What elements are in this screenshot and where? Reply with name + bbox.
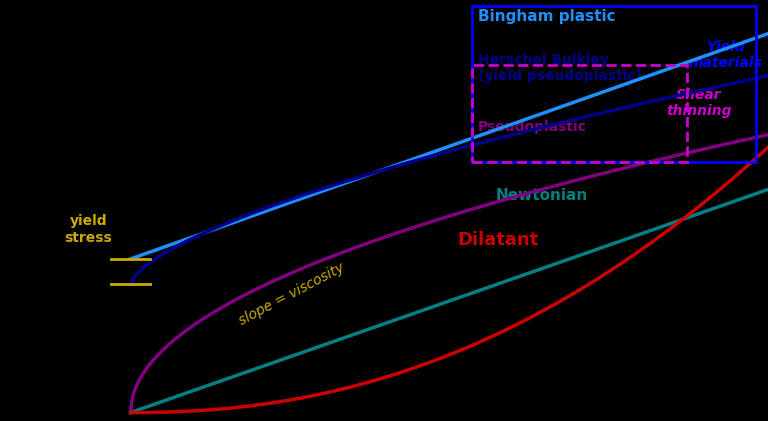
Bar — [472, 65, 687, 162]
Text: Herschel Bulkley
(yield pseudoplastic): Herschel Bulkley (yield pseudoplastic) — [478, 53, 642, 83]
Bar — [472, 6, 756, 162]
Text: Newtonian: Newtonian — [495, 188, 588, 203]
Text: yield
stress: yield stress — [65, 214, 112, 245]
Text: Dilatant: Dilatant — [457, 231, 538, 249]
Text: Pseudoplastic: Pseudoplastic — [478, 120, 587, 134]
Text: Bingham plastic: Bingham plastic — [478, 9, 615, 24]
Text: Shear
thinning: Shear thinning — [666, 88, 732, 118]
Text: Yield
materials: Yield materials — [689, 40, 763, 70]
Text: slope = viscosity: slope = viscosity — [237, 261, 347, 328]
